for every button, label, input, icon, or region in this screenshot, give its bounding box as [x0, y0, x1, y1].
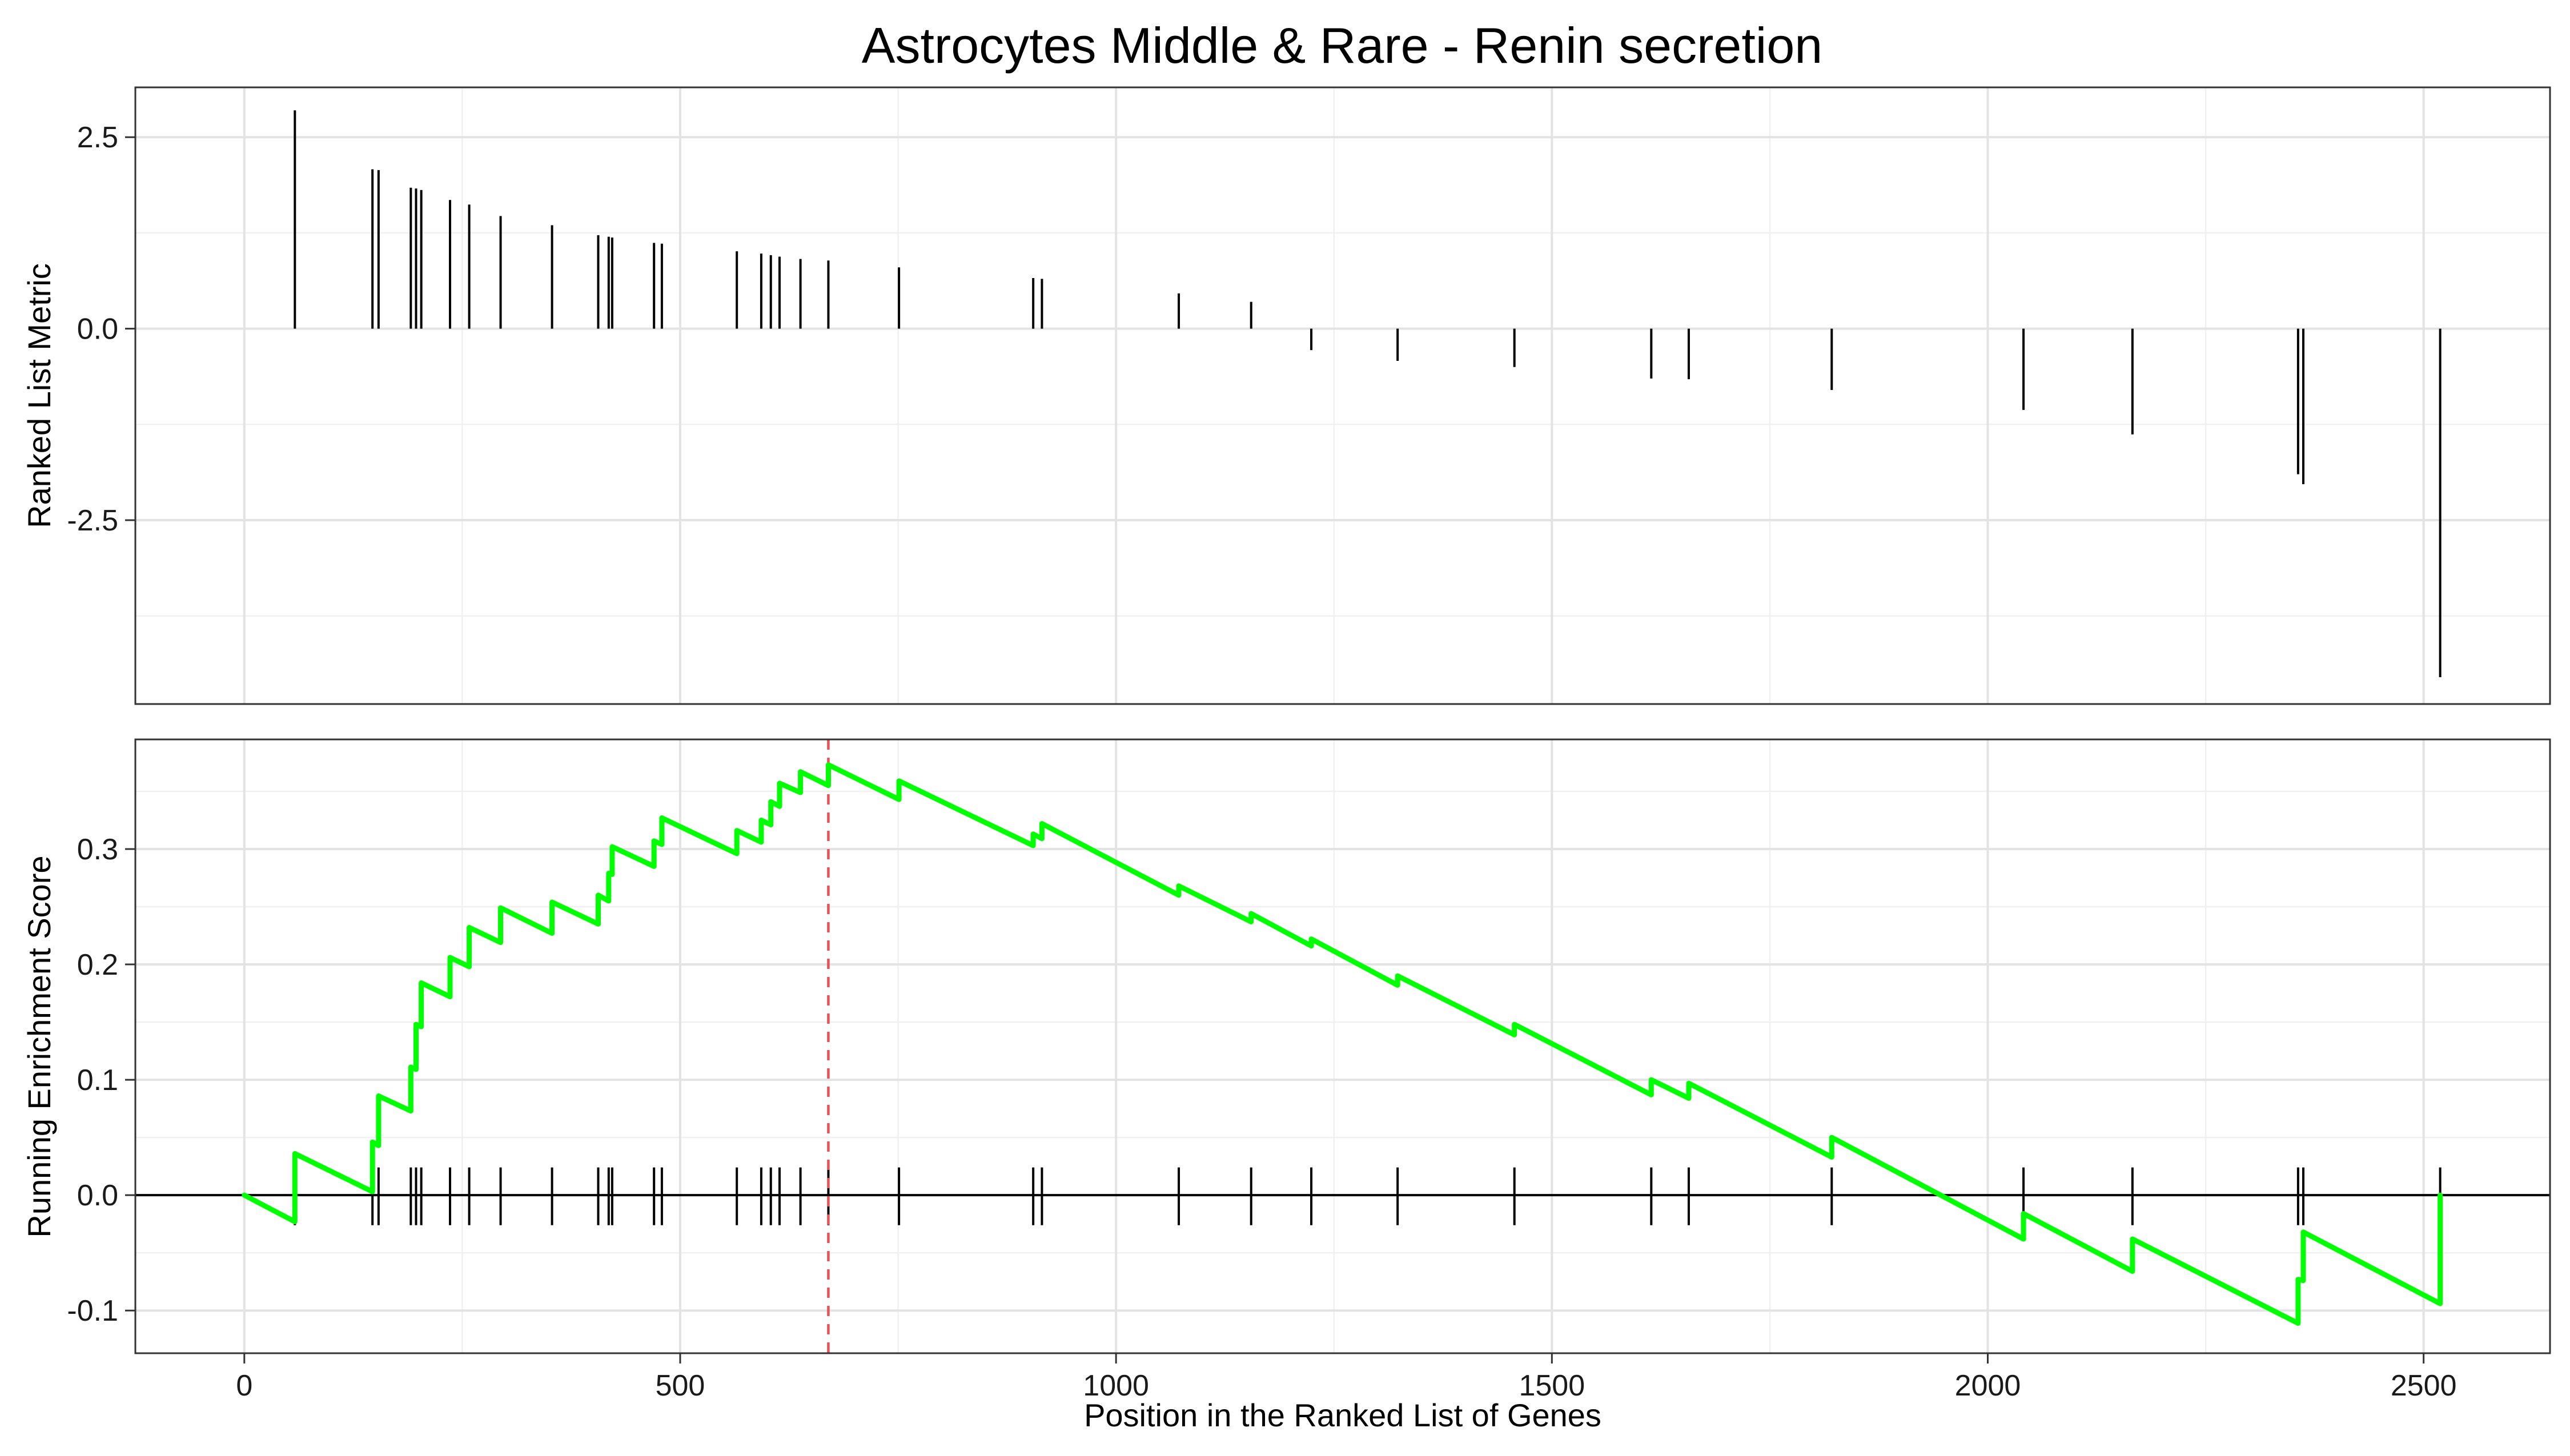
x-tick-label: 1500: [1519, 1369, 1585, 1402]
bottom-y-tick-label: 0.0: [77, 1179, 118, 1212]
x-tick-label: 2500: [2391, 1369, 2457, 1402]
x-tick-label: 500: [656, 1369, 705, 1402]
bottom-y-tick-label: 0.3: [77, 833, 118, 866]
enrichment-score-panel: 0.3 0.2 0.1 0.0 -0.1 0 500 1000 1500 2000 2500 Ru…: [21, 738, 2551, 1433]
x-tick-label: 0: [236, 1369, 252, 1402]
ranked-metric-panel: 2.5 0.0 -2.5 Ranked List Metric: [21, 86, 2551, 705]
top-y-axis-label: Ranked List Metric: [21, 263, 57, 528]
running-es-line: [242, 762, 2443, 1326]
top-y-tick-label: -2.5: [67, 504, 118, 537]
top-y-tick-label: 0.0: [77, 313, 118, 346]
bottom-y-tick-label: 0.2: [77, 948, 118, 982]
bottom-y-tick-label: -0.1: [67, 1294, 118, 1328]
top-y-tick-label: 2.5: [77, 121, 118, 154]
x-axis-label: Position in the Ranked List of Genes: [1084, 1397, 1601, 1433]
bottom-y-tick-label: 0.1: [77, 1064, 118, 1097]
chart-title: Astrocytes Middle & Rare - Renin secreti…: [862, 17, 1822, 74]
x-tick-label: 1000: [1083, 1369, 1149, 1402]
x-tick-label: 2000: [1955, 1369, 2021, 1402]
bottom-y-axis-label: Running Enrichment Score: [21, 855, 57, 1237]
